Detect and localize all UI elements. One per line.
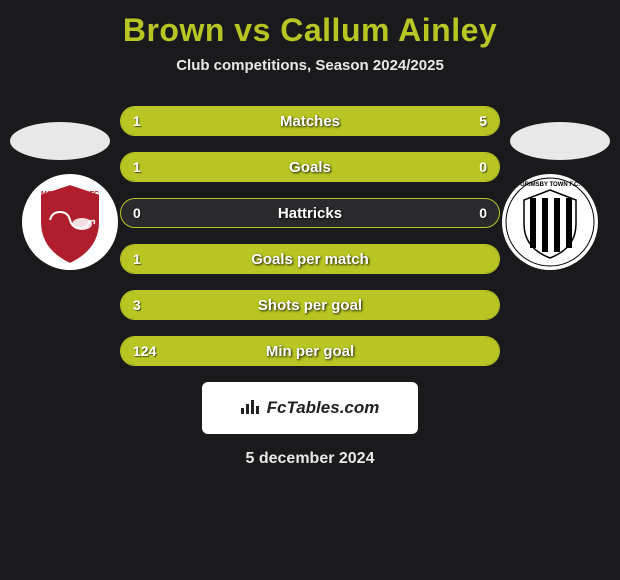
attribution: FcTables.com [202,382,418,434]
stat-value-left: 1 [121,153,153,181]
attribution-text: FcTables.com [267,398,380,418]
stat-label: Hattricks [121,199,499,227]
team-badge-right: GRIMSBY TOWN F.C. [500,172,600,272]
stat-row: Matches1 5 [120,106,500,136]
player-avatar-left [10,122,110,160]
stat-value-left: 124 [121,337,168,365]
stat-value-left: 1 [121,107,153,135]
stats-bars: Matches15Goals10Hattricks00Goals per mat… [120,106,500,366]
stat-row: Goals per match1 [120,244,500,274]
page-title: Brown vs Callum Ainley [0,0,620,49]
stat-value-left: 1 [121,245,153,273]
svg-text:GRIMSBY TOWN F.C.: GRIMSBY TOWN F.C. [520,182,580,188]
stat-label: Goals per match [121,245,499,273]
stat-value-right: 5 [467,107,499,135]
stat-label: Goals [121,153,499,181]
player-avatar-right [510,122,610,160]
subtitle: Club competitions, Season 2024/2025 [0,57,620,74]
stat-value-left: 3 [121,291,153,319]
stat-value-right: 0 [467,199,499,227]
stat-row: Min per goal124 [120,336,500,366]
stat-value-left: 0 [121,199,153,227]
stat-label: Min per goal [121,337,499,365]
date-text: 5 december 2024 [0,450,620,468]
team-badge-left: MORECAMBE FC [20,172,120,272]
chart-icon [241,398,261,419]
stat-label: Shots per goal [121,291,499,319]
stat-row: Shots per goal3 [120,290,500,320]
stat-row: Hattricks0 0 [120,198,500,228]
svg-text:MORECAMBE FC: MORECAMBE FC [41,191,99,198]
stat-row: Goals1 0 [120,152,500,182]
stat-label: Matches [121,107,499,135]
stat-value-right: 0 [467,153,499,181]
